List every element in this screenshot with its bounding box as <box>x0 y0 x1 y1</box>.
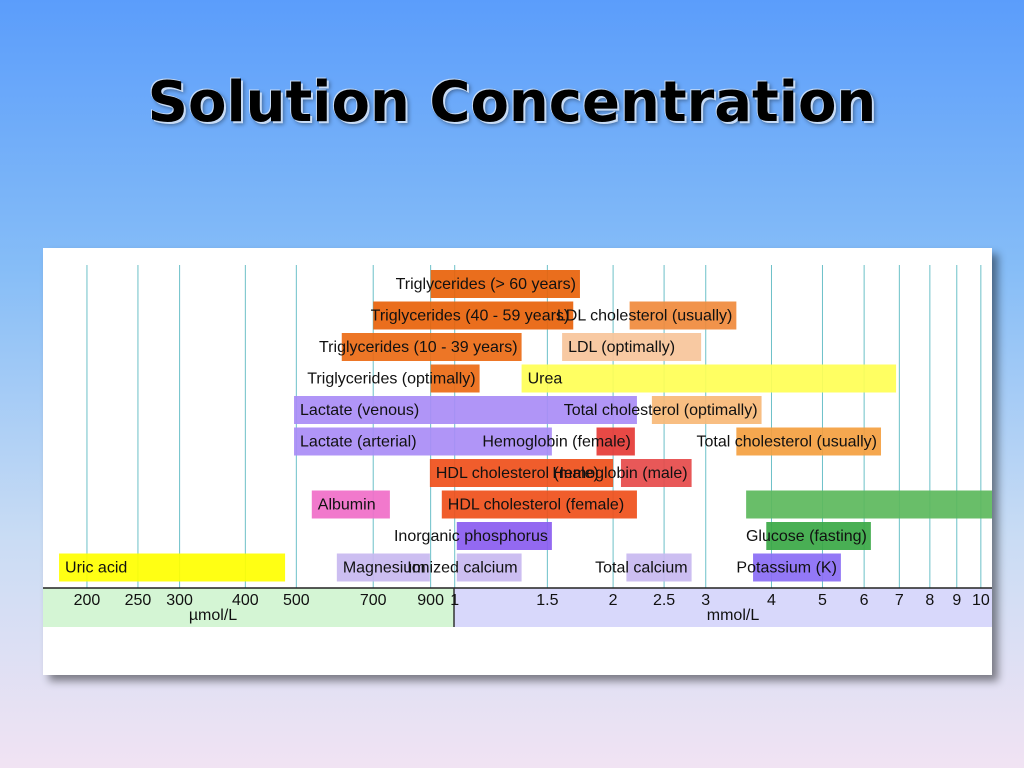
chart: µmol/L mmol/L 200 250 300 400 500 700 900 1 1.5 2… <box>43 248 992 675</box>
range-label: Triglycerides (> 60 years) <box>396 276 576 293</box>
range-label: Total cholesterol (usually) <box>696 434 877 451</box>
range-bar <box>456 522 552 550</box>
range-label: Triglycerides (10 - 39 years) <box>319 339 518 356</box>
x-tick-label: 2.5 <box>653 592 675 609</box>
range-label: Inorganic phosphorus <box>394 528 548 545</box>
range-bar <box>294 396 637 424</box>
x-tick-label: 1.5 <box>536 592 558 609</box>
x-tick-label: 10 <box>972 592 990 609</box>
range-bar <box>746 490 992 519</box>
range-label: Uric acid <box>65 560 127 577</box>
x-tick-label: 8 <box>925 592 934 609</box>
range-bar <box>311 490 390 519</box>
x-tick-label: 1 <box>450 592 459 609</box>
range-label: Potassium (K) <box>736 560 836 577</box>
range-label: Total cholesterol (optimally) <box>564 402 758 419</box>
x-tick-label: 5 <box>818 592 827 609</box>
x-tick-label: 3 <box>701 592 710 609</box>
range-bar <box>651 396 762 424</box>
x-tick-label: 2 <box>609 592 618 609</box>
x-tick-label: 200 <box>74 592 101 609</box>
x-unit-left: µmol/L <box>189 607 237 624</box>
range-bar <box>441 490 637 519</box>
range-label: HDL cholesterol (female) <box>448 497 624 514</box>
range-label: Hemoglobin (female) <box>482 434 631 451</box>
slide-title: Solution Concentration <box>147 70 877 135</box>
range-bar <box>521 364 897 393</box>
range-bar <box>341 333 522 361</box>
range-bar <box>336 553 430 582</box>
range-bar <box>766 522 871 550</box>
range-label: Total calcium <box>595 560 687 577</box>
range-label: Lactate (arterial) <box>300 434 417 451</box>
range-bar <box>562 333 702 361</box>
range-bar <box>430 364 480 393</box>
range-bar <box>753 553 841 582</box>
x-tick-label: 400 <box>232 592 259 609</box>
range-label: Ionized calcium <box>407 560 517 577</box>
axis-band-right <box>454 588 992 627</box>
range-label: Urea <box>528 371 563 388</box>
range-bar <box>456 553 522 582</box>
range-label: Magnesium <box>343 560 426 577</box>
range-bar <box>59 553 286 582</box>
x-tick-label: 250 <box>125 592 152 609</box>
x-tick-label: 700 <box>360 592 387 609</box>
range-bar <box>620 459 692 487</box>
x-tick-label: 300 <box>166 592 193 609</box>
x-tick-label: 9 <box>952 592 961 609</box>
range-bar <box>629 301 737 330</box>
range-label: HDL cholesterol (male) <box>436 465 599 482</box>
range-bar <box>429 459 614 487</box>
x-tick-label: 6 <box>860 592 869 609</box>
range-bar <box>626 553 692 582</box>
x-tick-label: 900 <box>417 592 444 609</box>
range-bar <box>736 427 882 456</box>
range-label: Hemoglobin (male) <box>552 465 687 482</box>
range-label: Albumin <box>318 497 376 514</box>
range-label: Triglycerides (40 - 59 years) <box>371 308 570 325</box>
x-tick-label: 500 <box>283 592 310 609</box>
range-label: LDL (optimally) <box>568 339 675 356</box>
range-label: Glucose (fasting) <box>746 528 867 545</box>
range-label: Lactate (venous) <box>300 402 419 419</box>
range-bar <box>596 427 635 456</box>
x-unit-right: mmol/L <box>707 607 760 624</box>
range-bar <box>430 270 580 298</box>
x-tick-label: 4 <box>767 592 776 609</box>
axis-band-left <box>43 588 454 627</box>
range-label: Triglycerides (optimally) <box>307 371 475 388</box>
x-tick-label: 7 <box>895 592 904 609</box>
range-bar <box>294 427 552 456</box>
range-bar <box>373 301 574 330</box>
range-label: LDL cholesterol (usually) <box>557 308 732 325</box>
